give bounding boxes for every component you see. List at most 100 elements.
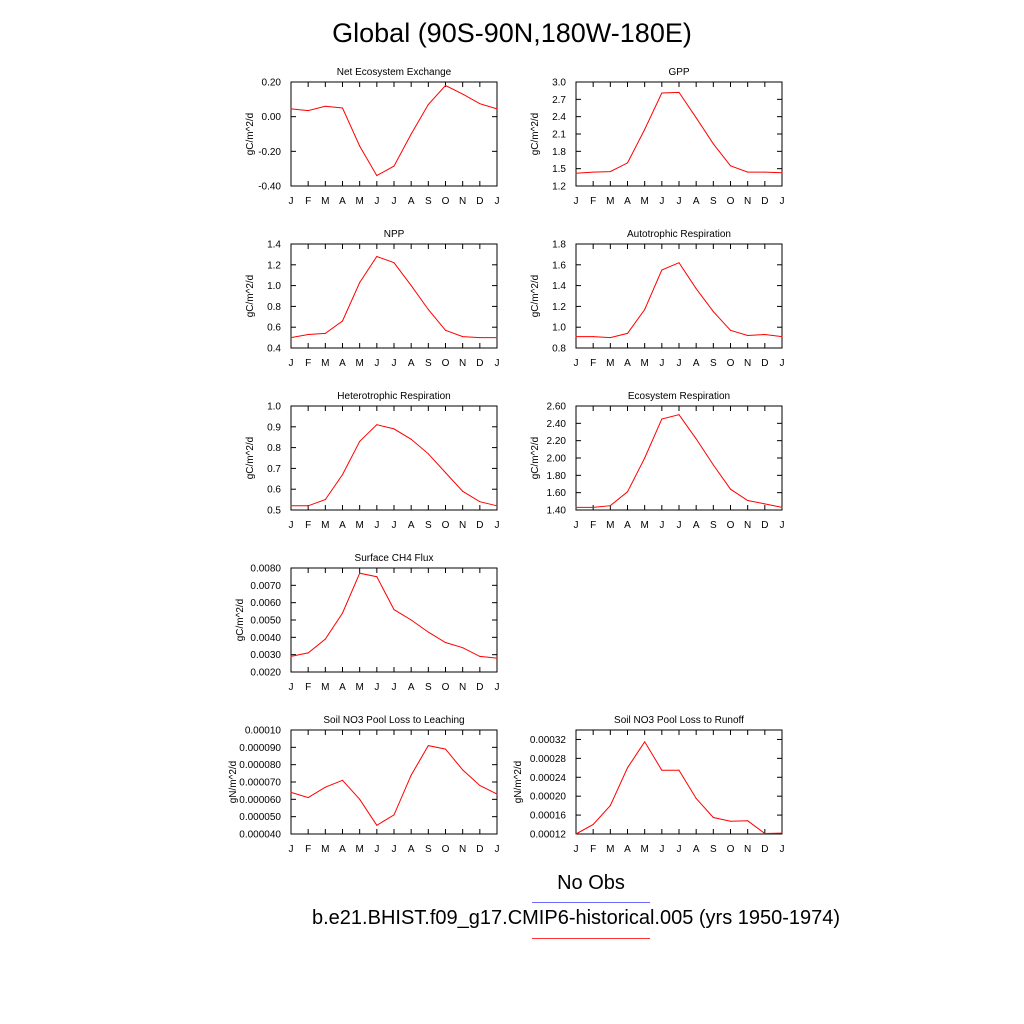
data-point — [712, 143, 714, 145]
y-tick-label: 2.7 — [552, 95, 566, 106]
y-tick-label: 1.60 — [547, 488, 567, 499]
x-tick-label: S — [425, 682, 432, 693]
data-point — [376, 424, 378, 426]
series-line — [575, 91, 783, 174]
x-tick-label: S — [425, 196, 432, 207]
data-point — [427, 453, 429, 455]
data-point — [496, 108, 498, 110]
y-tick-label: 0.6 — [267, 323, 281, 334]
y-tick-label: 1.0 — [267, 281, 281, 292]
y-tick-label: -0.20 — [258, 147, 281, 158]
data-point — [764, 333, 766, 335]
data-point — [781, 336, 783, 338]
x-tick-label: O — [442, 520, 450, 531]
y-tick-label: 0.00032 — [530, 735, 567, 746]
data-point — [479, 337, 481, 339]
data-point — [695, 438, 697, 440]
x-tick-label: M — [640, 520, 648, 531]
x-tick-label: N — [459, 196, 466, 207]
data-point — [342, 612, 343, 614]
x-tick-label: J — [495, 196, 500, 207]
data-point — [342, 107, 343, 109]
y-tick-label: 1.8 — [552, 240, 566, 251]
data-point — [427, 104, 429, 106]
data-point — [496, 657, 498, 659]
y-axis-label: gC/m^2/d — [530, 275, 541, 318]
y-tick-label: 0.0020 — [250, 668, 281, 679]
x-tick-label: J — [374, 196, 379, 207]
x-tick-label: J — [392, 196, 397, 207]
data-point — [307, 333, 309, 335]
plot-frame — [575, 405, 783, 511]
x-tick-label: J — [289, 358, 294, 369]
data-point — [359, 798, 361, 800]
plot-frame — [290, 405, 498, 511]
plot-frame — [290, 567, 498, 673]
x-tick-label: J — [392, 520, 397, 531]
x-tick-label: O — [727, 844, 735, 855]
y-tick-label: 1.2 — [267, 260, 281, 271]
y-tick-label: 0.0080 — [250, 564, 281, 575]
x-tick-label: S — [425, 520, 432, 531]
data-point — [781, 506, 783, 508]
x-tick-label: M — [606, 196, 614, 207]
x-tick-label: A — [624, 844, 631, 855]
data-point — [410, 285, 412, 287]
x-tick-label: D — [476, 520, 483, 531]
chart-title: Soil NO3 Pool Loss to Leaching — [323, 715, 464, 726]
x-tick-label: J — [289, 682, 294, 693]
data-point — [462, 490, 464, 492]
x-tick-label: O — [442, 682, 450, 693]
data-point — [462, 647, 464, 649]
data-point — [575, 172, 577, 174]
data-point — [479, 655, 481, 657]
data-point — [764, 833, 766, 835]
x-tick-label: A — [693, 844, 700, 855]
x-tick-label: J — [659, 358, 664, 369]
data-point — [730, 488, 731, 490]
data-point — [627, 332, 628, 334]
data-point — [747, 820, 749, 822]
chart-title: Ecosystem Respiration — [628, 391, 730, 402]
chart-9: Soil NO3 Pool Loss to Runoff 0.00032 0.000… — [513, 715, 785, 855]
data-point — [445, 472, 446, 474]
x-tick-label: J — [780, 358, 785, 369]
x-tick-label: J — [374, 520, 379, 531]
x-tick-label: A — [339, 520, 346, 531]
x-tick-label: A — [624, 520, 631, 531]
x-tick-label: M — [640, 358, 648, 369]
x-tick-label: N — [459, 682, 466, 693]
series-line — [290, 84, 498, 177]
data-point — [496, 505, 498, 507]
data-point — [376, 576, 378, 578]
y-tick-label: 0.000080 — [239, 760, 281, 771]
chart-title: Heterotrophic Respiration — [337, 391, 450, 402]
data-point — [730, 329, 731, 331]
x-tick-label: J — [780, 196, 785, 207]
y-tick-label: 0.000070 — [239, 778, 281, 789]
data-point — [410, 774, 412, 776]
x-tick-label: M — [606, 520, 614, 531]
data-point — [747, 499, 749, 501]
x-tick-label: N — [459, 844, 466, 855]
plot-frame — [575, 729, 783, 835]
y-tick-label: 0.5 — [267, 506, 281, 517]
x-tick-label: F — [305, 358, 311, 369]
data-point — [445, 329, 446, 331]
data-point — [730, 165, 731, 167]
legend-model-label: b.e21.BHIST.f09_g17.CMIP6-historical.005… — [312, 907, 841, 929]
data-point — [427, 309, 429, 311]
x-tick-label: F — [305, 520, 311, 531]
x-tick-label: A — [408, 520, 415, 531]
y-tick-label: 1.5 — [552, 164, 566, 175]
plot-frame — [290, 729, 498, 835]
data-point — [376, 175, 378, 177]
y-tick-label: 0.0050 — [250, 616, 281, 627]
x-tick-label: F — [305, 844, 311, 855]
x-tick-label: S — [710, 520, 717, 531]
data-point — [445, 84, 446, 86]
data-point — [359, 440, 361, 442]
data-point — [445, 748, 446, 750]
x-tick-label: M — [321, 844, 329, 855]
chart-8: Soil NO3 Pool Loss to Leaching 0.00010 0.0… — [228, 715, 500, 855]
